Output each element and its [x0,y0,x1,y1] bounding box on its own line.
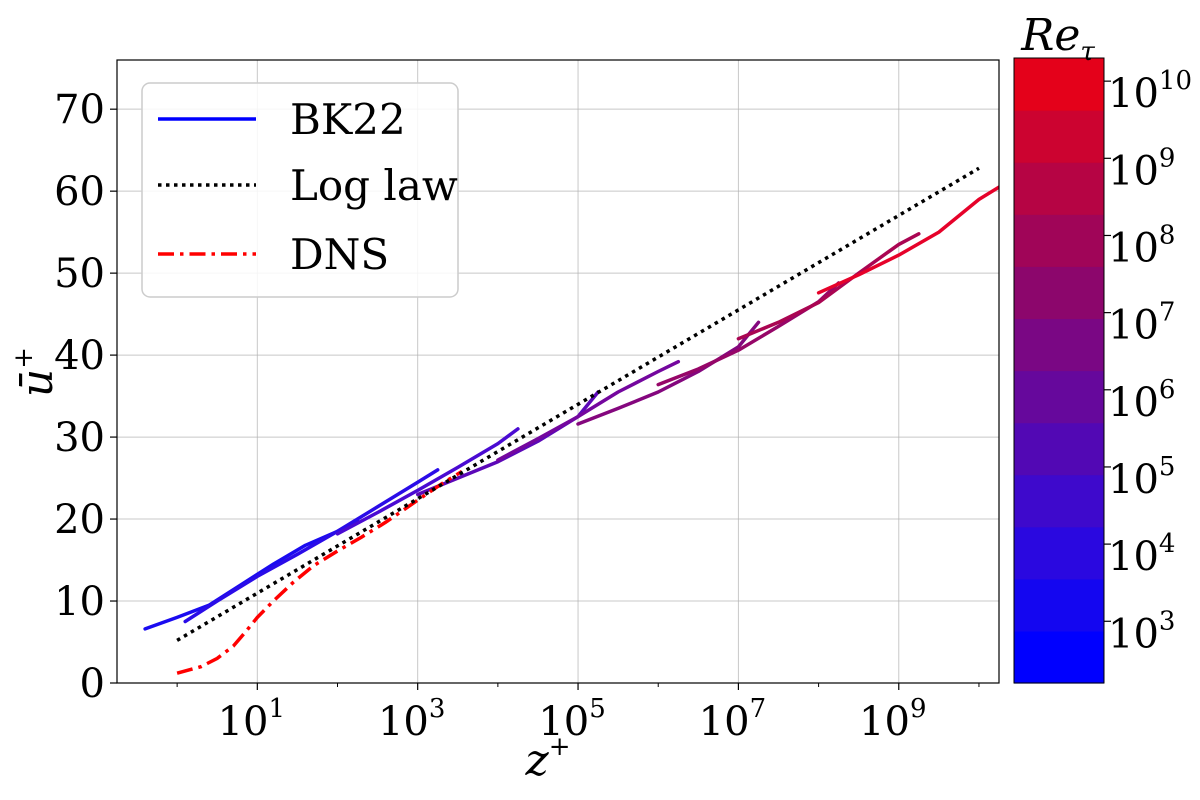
colorbar-ticks: 103 104 105 106 107 108 109 1010 [1104,66,1192,657]
colorbar-tick-label: 104 [1108,529,1175,580]
colorbar-segment [1014,318,1104,372]
x-ticks: 101 103 105 107 109 [176,683,980,745]
dns-series-line [176,470,463,675]
colorbar [1014,58,1104,684]
bk22-series-line [816,185,999,295]
colorbar-tick-label: 106 [1108,375,1175,426]
colorbar-segment [1014,58,1104,111]
x-tick-label: 101 [218,694,285,745]
bk22-series-line [576,320,761,426]
x-tick-label: 105 [538,694,605,745]
legend-label-dns: DNS [290,230,389,279]
y-tick-label: 20 [54,497,105,543]
colorbar-segment [1014,526,1104,580]
y-ticks: 0 10 20 30 40 50 60 70 [54,87,117,707]
y-tick-label: 60 [54,169,105,215]
y-tick-label: 10 [54,579,105,625]
colorbar-frame [1013,57,1105,684]
y-tick-label: 0 [80,661,105,707]
series-group [143,166,999,675]
colorbar-segment [1014,578,1104,632]
y-tick-label: 40 [54,333,105,379]
colorbar-segment [1014,110,1104,163]
x-axis-label: z+ [525,732,571,786]
colorbar-tick-label: 107 [1108,298,1175,349]
bk22-series-line [183,468,440,624]
colorbar-segment [1014,630,1104,684]
colorbar-segment [1014,422,1104,476]
bk22-series-line [496,359,681,462]
y-axis-label: ū+ [9,347,63,397]
colorbar-segment [1014,474,1104,528]
colorbar-tick-label: 1010 [1108,66,1192,117]
legend-box [141,82,459,298]
colorbar-tick-label: 103 [1108,606,1175,657]
x-tick-label: 109 [859,694,926,745]
colorbar-tick-label: 105 [1108,452,1175,503]
bk22-series-line [736,232,921,341]
legend-label-log-law: Log law [290,161,458,210]
colorbar-segment [1014,370,1104,424]
y-tick-label: 50 [54,251,105,297]
colorbar-segment [1014,266,1104,320]
log-law-line [176,166,980,642]
plot-frame [116,59,1000,684]
x-tick-label: 107 [699,694,766,745]
colorbar-segment [1014,214,1104,267]
y-tick-label: 30 [54,415,105,461]
legend: BK22 Log law DNS [141,82,459,298]
colorbar-tick-label: 108 [1108,220,1175,271]
colorbar-title: Reτ [1020,10,1095,67]
colorbar-tick-label: 109 [1108,143,1175,194]
legend-label-bk22: BK22 [290,95,406,144]
y-tick-label: 70 [54,87,105,133]
x-tick-label: 103 [378,694,445,745]
bk22-series-line [335,427,520,536]
colorbar-segment [1014,162,1104,215]
